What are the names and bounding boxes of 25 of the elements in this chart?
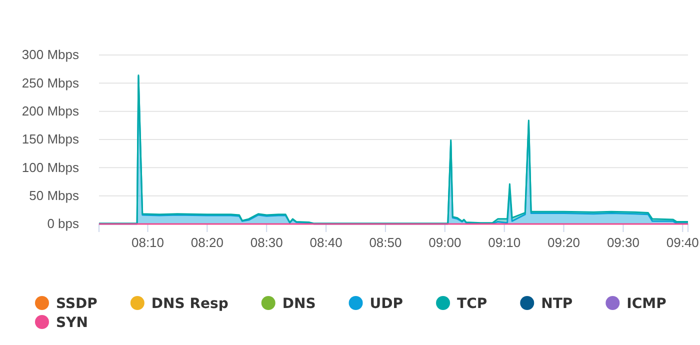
legend-label: DNS Resp [151,296,228,312]
legend-label: ICMP [626,296,666,312]
y-tick-label: 150 Mbps [22,132,80,147]
x-tick-label: 09:00 [428,235,462,250]
y-tick-label: 100 Mbps [22,160,80,175]
legend-label: UDP [370,296,404,312]
x-tick-label: 08:50 [369,235,402,250]
y-tick-label: 50 Mbps [29,188,80,203]
x-tick-label: 09:20 [547,235,580,250]
y-tick-label: 200 Mbps [22,103,80,118]
x-tick-label: 08:10 [131,235,164,250]
y-tick-label: 300 Mbps [22,47,80,62]
legend-label: SSDP [56,296,98,312]
x-tick-label: 08:30 [250,235,283,250]
legend-label: NTP [541,296,573,312]
legend-label: SYN [56,314,88,331]
x-tick-label: 09:30 [606,235,640,250]
x-tick-label: 08:40 [310,235,342,250]
x-tick-label: 09:40 [666,235,699,250]
y-tick-label: 250 Mbps [22,75,80,90]
legend-label: DNS [282,296,316,312]
y-tick-label: 0 bps [47,216,80,232]
legend-label: TCP [457,296,488,312]
x-tick-label: 08:20 [190,235,224,250]
x-tick-label: 09:10 [488,235,521,250]
